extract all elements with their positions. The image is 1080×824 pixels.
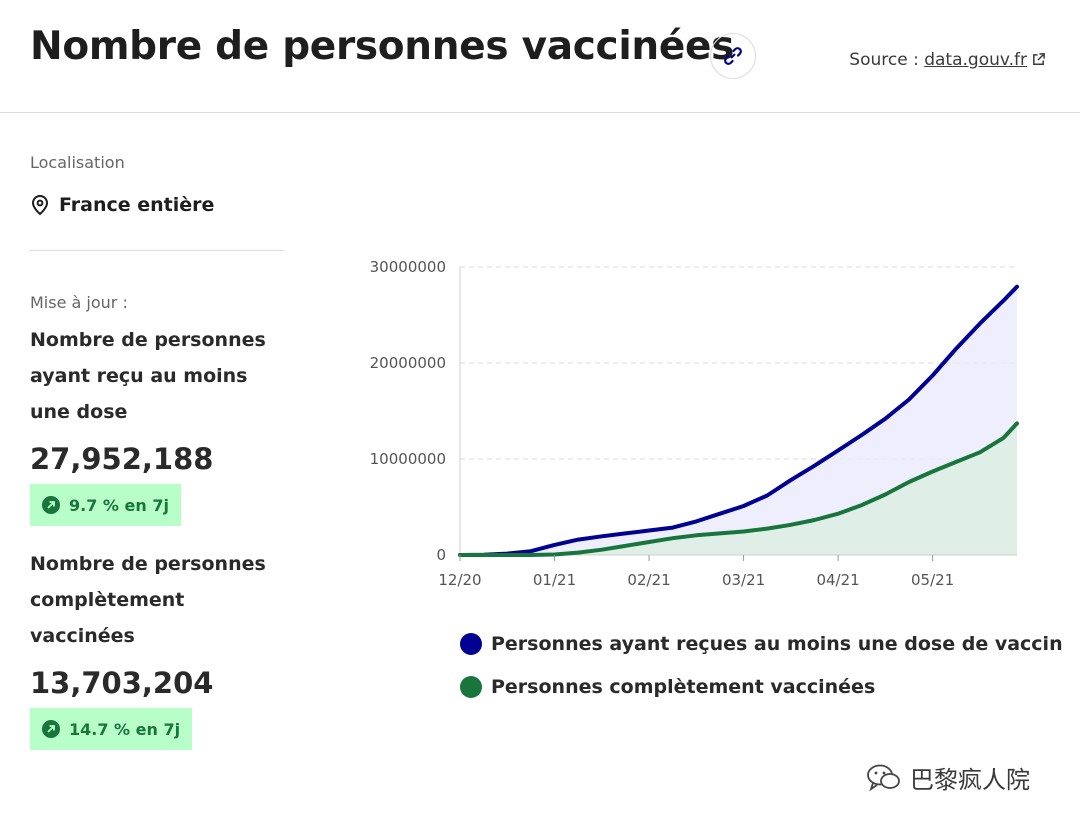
- data-point-1: [836, 512, 840, 516]
- metric-value-dose1: 27,952,188: [30, 442, 214, 476]
- data-point-0: [647, 528, 651, 533]
- data-point-1: [883, 492, 887, 497]
- legend-label-dose1: Personnes ayant reçues au moins une dose…: [491, 632, 1063, 655]
- x-tick-label: 04/21: [816, 571, 859, 589]
- data-point-1: [552, 552, 557, 557]
- data-point-0: [671, 526, 675, 530]
- x-tick-label: 12/20: [438, 571, 481, 589]
- data-point-1: [1001, 436, 1006, 440]
- arrow-up-right-icon: [42, 496, 60, 514]
- y-tick-label: 20000000: [370, 354, 446, 372]
- y-tick-label: 0: [436, 546, 446, 564]
- data-point-1: [907, 480, 911, 484]
- data-point-0: [883, 417, 887, 421]
- location-label: Localisation: [30, 153, 125, 172]
- data-point-1: [505, 553, 509, 557]
- legend-item-dose1[interactable]: Personnes ayant reçues au moins une dose…: [460, 622, 1063, 665]
- data-point-0: [1015, 285, 1019, 289]
- data-point-1: [647, 540, 651, 544]
- data-point-0: [789, 478, 793, 482]
- link-icon: [724, 47, 742, 65]
- series-area-1: [460, 423, 1017, 555]
- data-point-1: [529, 553, 533, 557]
- data-point-0: [694, 519, 698, 523]
- vaccination-chart[interactable]: 0 10000000 20000000 30000000 12/20 01/21 02/21…: [350, 250, 1040, 595]
- watermark: 巴黎疯人院: [866, 760, 1030, 795]
- y-tick-label: 10000000: [370, 450, 446, 468]
- legend-dot-complete: [460, 675, 482, 698]
- y-tick-label: 30000000: [370, 258, 446, 276]
- permalink-button[interactable]: [710, 33, 756, 79]
- map-pin-icon: [31, 194, 49, 216]
- data-point-1: [860, 503, 864, 507]
- trend-text-dose1: 9.7 % en 7j: [69, 495, 169, 515]
- data-point-0: [741, 504, 746, 508]
- data-point-1: [789, 523, 793, 527]
- x-tick-label: 01/21: [533, 571, 576, 589]
- data-point-0: [600, 534, 604, 538]
- data-point-0: [978, 322, 982, 326]
- data-point-1: [576, 551, 580, 555]
- x-tick-label: 05/21: [911, 571, 954, 589]
- external-link-icon: [1033, 53, 1045, 65]
- metric-label-dose1: Nombre de personnes ayant reçu au moins …: [30, 329, 266, 423]
- x-tick-label: 03/21: [722, 571, 765, 589]
- data-point-0: [718, 512, 722, 516]
- metric-label-complete: Nombre de personnes complètement vacciné…: [30, 553, 266, 647]
- location-selector[interactable]: France entière: [30, 194, 284, 216]
- data-point-1: [694, 533, 698, 537]
- data-point-1: [978, 450, 982, 454]
- source-prefix: Source :: [849, 50, 919, 70]
- data-point-0: [812, 464, 817, 468]
- data-point-0: [765, 493, 769, 498]
- data-point-1: [741, 529, 746, 534]
- data-point-1: [671, 536, 675, 540]
- data-point-0: [860, 433, 864, 437]
- series-area-0: [460, 286, 1017, 555]
- page-header: Nombre de personnes vaccinées Source : d…: [0, 0, 1080, 113]
- divider: [30, 250, 284, 251]
- series-line-1: [458, 421, 1019, 557]
- x-tick-label: 02/21: [627, 571, 670, 589]
- sidebar: Localisation France entière Mise à jour …: [30, 150, 284, 750]
- data-point-1: [954, 460, 958, 464]
- trend-badge-dose1: 9.7 % en 7j: [30, 484, 181, 526]
- data-point-1: [718, 531, 722, 535]
- chart-legend: Personnes ayant reçues au moins une dose…: [460, 622, 1063, 708]
- data-point-0: [1001, 299, 1006, 303]
- arrow-up-right-icon: [42, 720, 60, 738]
- data-point-0: [836, 448, 840, 452]
- legend-dot-dose1: [460, 632, 482, 655]
- legend-label-complete: Personnes complètement vaccinées: [491, 675, 876, 698]
- source-attribution: Source : data.gouv.fr: [849, 50, 1046, 70]
- data-point-1: [600, 548, 604, 552]
- data-point-1: [931, 469, 935, 474]
- page-title: Nombre de personnes vaccinées: [30, 24, 735, 69]
- data-point-0: [576, 538, 580, 542]
- data-point-1: [623, 544, 628, 548]
- data-point-1: [1015, 421, 1019, 426]
- data-point-0: [552, 543, 557, 547]
- update-label: Mise à jour :: [30, 293, 128, 312]
- watermark-text: 巴黎疯人院: [910, 766, 1030, 794]
- trend-badge-complete: 14.7 % en 7j: [30, 708, 193, 750]
- data-point-0: [623, 531, 628, 535]
- data-point-0: [529, 549, 533, 553]
- legend-item-complete[interactable]: Personnes complètement vaccinées: [460, 665, 1063, 708]
- data-point-1: [812, 518, 817, 522]
- location-value: France entière: [59, 194, 215, 216]
- trend-text-complete: 14.7 % en 7j: [69, 719, 181, 739]
- data-point-0: [907, 397, 911, 402]
- data-point-0: [931, 373, 935, 378]
- wechat-icon: [867, 764, 900, 791]
- metric-value-complete: 13,703,204: [30, 666, 214, 700]
- data-point-1: [765, 527, 769, 531]
- data-point-0: [954, 347, 958, 351]
- source-link[interactable]: data.gouv.fr: [924, 50, 1046, 70]
- source-link-text: data.gouv.fr: [924, 50, 1027, 70]
